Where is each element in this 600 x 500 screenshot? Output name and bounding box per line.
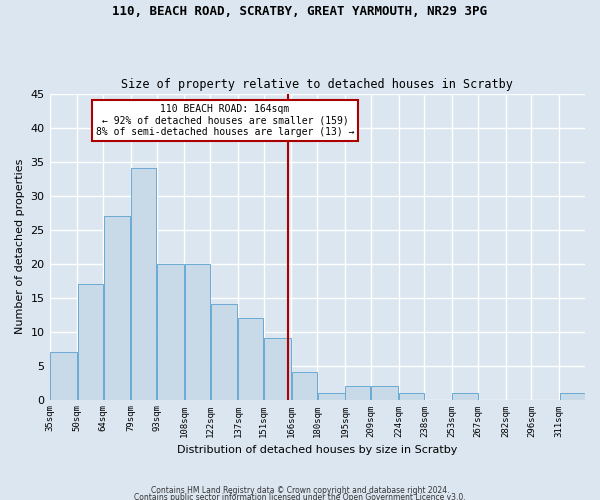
Text: 110, BEACH ROAD, SCRATBY, GREAT YARMOUTH, NR29 3PG: 110, BEACH ROAD, SCRATBY, GREAT YARMOUTH… [113, 5, 487, 18]
Bar [292, 372, 317, 400]
Bar [346, 386, 370, 400]
Text: Contains HM Land Registry data © Crown copyright and database right 2024.: Contains HM Land Registry data © Crown c… [151, 486, 449, 495]
Title: Size of property relative to detached houses in Scratby: Size of property relative to detached ho… [121, 78, 513, 91]
Bar [452, 393, 478, 400]
Bar [157, 264, 184, 400]
Bar [131, 168, 156, 400]
Bar [185, 264, 210, 400]
Text: 110 BEACH ROAD: 164sqm
← 92% of detached houses are smaller (159)
8% of semi-det: 110 BEACH ROAD: 164sqm ← 92% of detached… [96, 104, 354, 137]
Bar [211, 304, 238, 400]
Bar [50, 352, 77, 400]
Bar [399, 393, 424, 400]
Bar [264, 338, 291, 400]
X-axis label: Distribution of detached houses by size in Scratby: Distribution of detached houses by size … [177, 445, 457, 455]
Bar [77, 284, 103, 400]
Text: Contains public sector information licensed under the Open Government Licence v3: Contains public sector information licen… [134, 494, 466, 500]
Bar [371, 386, 398, 400]
Bar [238, 318, 263, 400]
Bar [104, 216, 130, 400]
Bar [317, 393, 344, 400]
Bar [560, 393, 584, 400]
Y-axis label: Number of detached properties: Number of detached properties [15, 159, 25, 334]
